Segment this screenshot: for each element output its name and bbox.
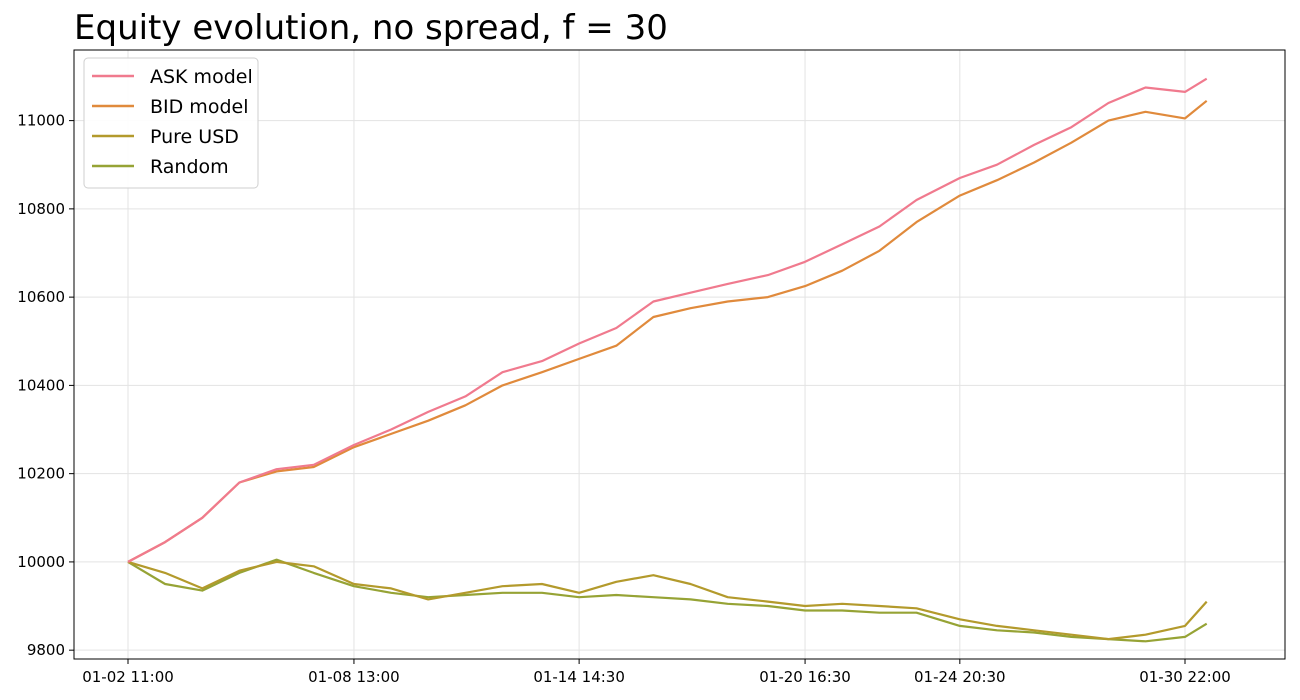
series-line-ask-model — [127, 77, 1208, 563]
x-tick-label: 01-24 20:30 — [914, 668, 1006, 686]
x-tick-label: 01-20 16:30 — [759, 668, 851, 686]
y-tick-label: 10800 — [17, 200, 65, 218]
series-line-pure-usd — [127, 560, 1208, 641]
series-line-bid-model — [127, 99, 1208, 563]
legend-box — [83, 57, 259, 189]
plot-frame — [73, 49, 1286, 660]
x-tick-label: 01-02 11:00 — [82, 668, 174, 686]
y-tick-label: 10000 — [17, 553, 65, 571]
x-tick-label: 01-08 13:00 — [308, 668, 400, 686]
series-layer — [127, 77, 1208, 643]
x-tick-label: 01-14 14:30 — [533, 668, 625, 686]
axes: 9800 10000 10200 10400 10600 10800 11000 01-02 … — [17, 112, 1231, 686]
x-tick-label: 01-30 22:00 — [1139, 668, 1231, 686]
legend-label: ASK model — [150, 66, 253, 88]
y-tick-label: 10600 — [17, 288, 65, 306]
y-tick-label: 10200 — [17, 465, 65, 483]
legend-label: Pure USD — [150, 126, 239, 148]
chart-title: Equity evolution, no spread, f = 30 — [74, 8, 668, 48]
y-tick-label: 10400 — [17, 376, 65, 394]
legend-label: Random — [150, 156, 229, 178]
y-tick-label: 9800 — [27, 641, 65, 659]
legend-label: BID model — [150, 96, 248, 118]
y-tick-label: 11000 — [17, 112, 65, 130]
series-line-random — [127, 558, 1208, 643]
legend: ASK model BID model Pure USD Random — [83, 57, 259, 189]
